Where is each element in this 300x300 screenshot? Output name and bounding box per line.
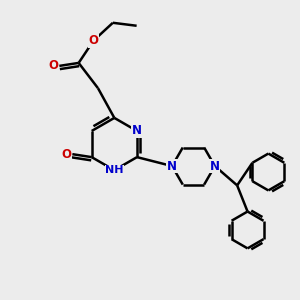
Text: N: N: [167, 160, 177, 172]
Text: N: N: [132, 124, 142, 137]
Text: O: O: [48, 59, 59, 72]
Text: O: O: [61, 148, 71, 161]
Text: NH: NH: [105, 165, 124, 175]
Text: N: N: [210, 160, 220, 172]
Text: O: O: [88, 34, 98, 47]
